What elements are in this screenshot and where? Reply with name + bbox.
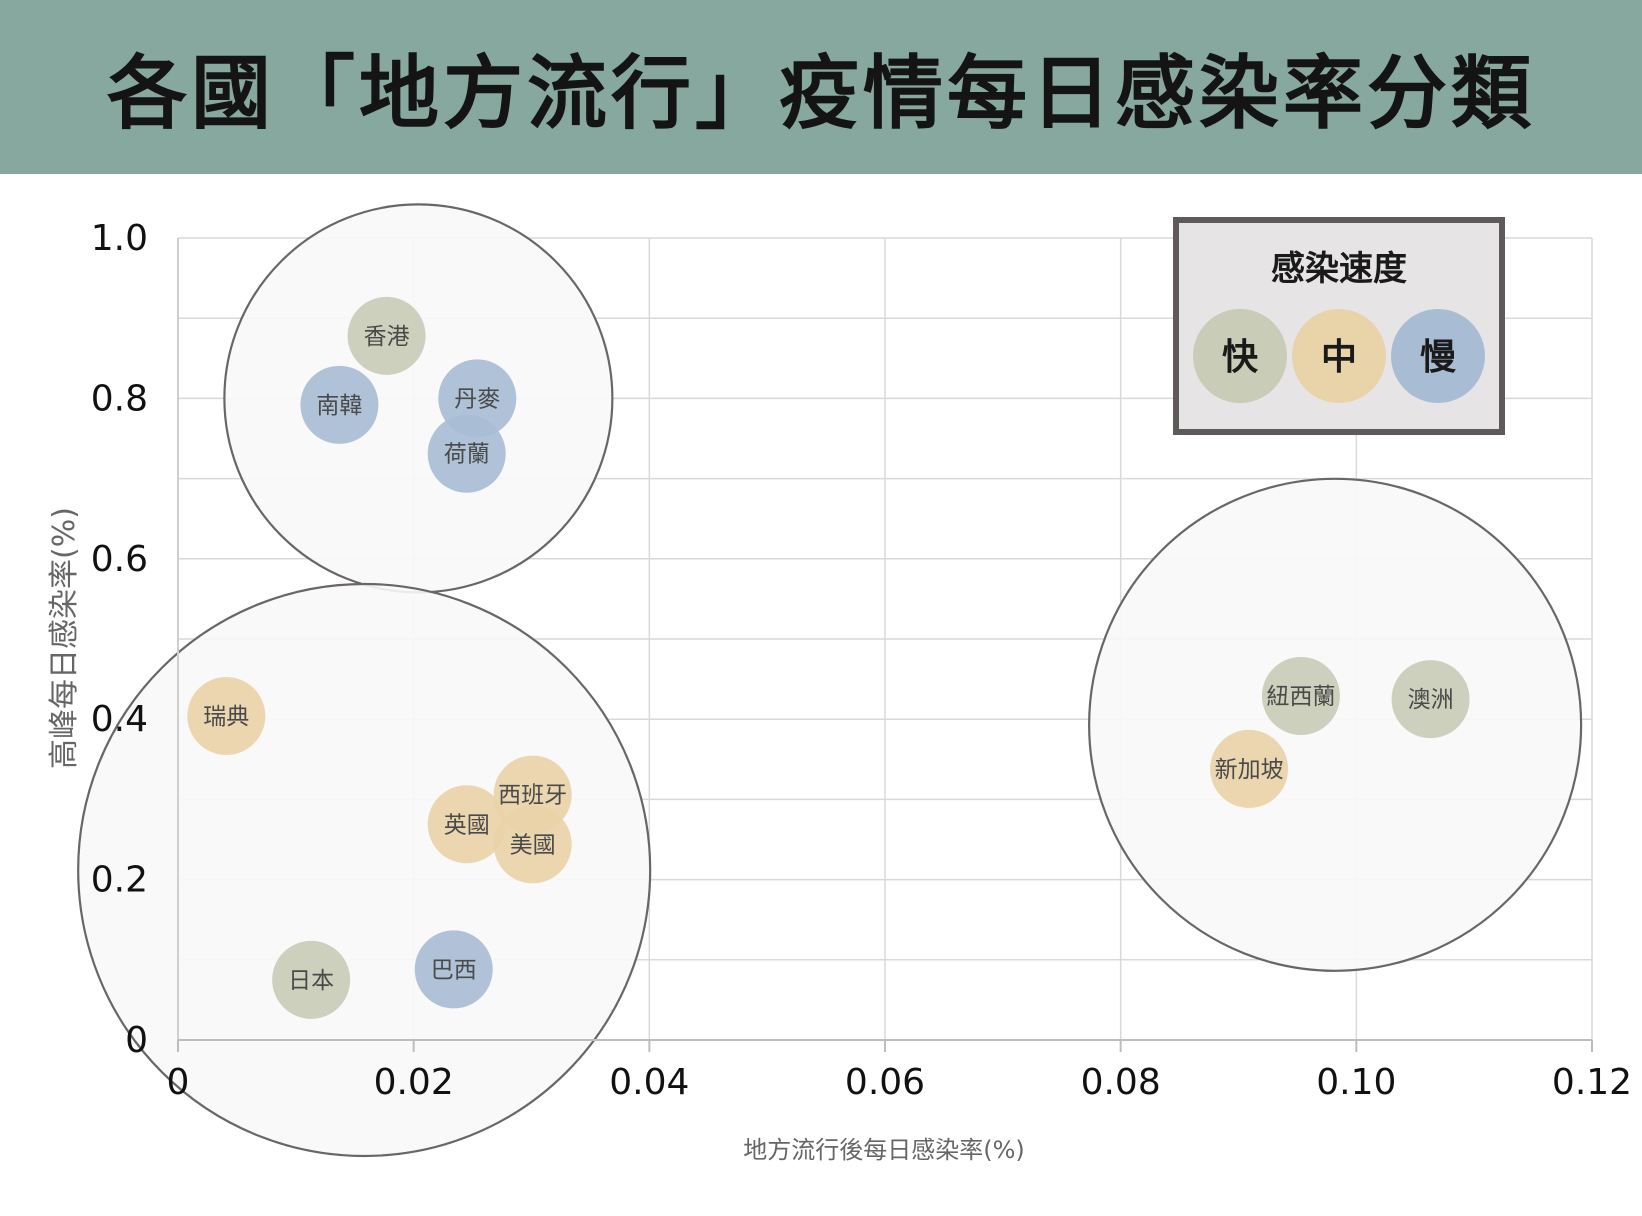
- legend-swatch: [1292, 309, 1386, 403]
- y-tick-label: 0.6: [91, 539, 148, 580]
- legend-title: 感染速度: [1271, 249, 1407, 289]
- title-banner: 各國「地方流行」疫情每日感染率分類: [0, 0, 1642, 174]
- point-label: 瑞典: [203, 704, 249, 730]
- group-circle: [1088, 477, 1583, 972]
- point-label: 荷蘭: [444, 442, 490, 468]
- point-label: 香港: [364, 324, 410, 350]
- point-label: 西班牙: [498, 783, 567, 809]
- point-marker: [187, 676, 266, 755]
- y-tick-label: 0.4: [91, 699, 148, 740]
- data-point: 香港: [347, 296, 426, 375]
- point-marker: [300, 365, 379, 444]
- x-tick-label: 0.02: [374, 1062, 454, 1103]
- point-label: 日本: [288, 968, 334, 994]
- data-point: 荷蘭: [427, 414, 506, 493]
- legend-swatch: [1193, 309, 1287, 403]
- data-point: 新加坡: [1210, 729, 1289, 808]
- point-label: 紐西蘭: [1266, 684, 1335, 710]
- point-label: 丹麥: [454, 386, 500, 412]
- point-marker: [347, 296, 426, 375]
- x-tick-label: 0: [167, 1062, 190, 1103]
- point-marker: [1261, 656, 1340, 735]
- y-tick-label: 0: [125, 1020, 148, 1061]
- legend-label: 慢: [1420, 337, 1456, 378]
- point-label: 新加坡: [1215, 757, 1284, 783]
- point-label: 美國: [510, 832, 556, 858]
- point-label: 南韓: [316, 393, 362, 419]
- data-point: 巴西: [414, 930, 493, 1009]
- y-tick-label: 0.2: [91, 860, 148, 901]
- x-tick-label: 0.06: [845, 1062, 925, 1103]
- point-label: 巴西: [431, 957, 477, 983]
- data-point: 美國: [493, 805, 572, 884]
- group-circle: [77, 582, 652, 1158]
- data-point: 英國: [427, 785, 506, 864]
- legend-label: 快: [1222, 337, 1259, 378]
- data-point: 紐西蘭: [1261, 656, 1340, 735]
- point-marker: [1391, 660, 1470, 739]
- data-point: 南韓: [300, 365, 379, 444]
- x-tick-label: 0.12: [1552, 1062, 1632, 1103]
- legend-swatch: [1391, 309, 1485, 403]
- data-point: 瑞典: [187, 676, 266, 755]
- point-marker: [1210, 729, 1289, 808]
- x-tick-label: 0.10: [1316, 1062, 1396, 1103]
- point-marker: [427, 785, 506, 864]
- point-marker: [493, 805, 572, 884]
- point-label: 英國: [444, 812, 490, 838]
- x-axis-title: 地方流行後每日感染率(%): [743, 1136, 1025, 1164]
- x-tick-label: 0.08: [1081, 1062, 1161, 1103]
- axes: 0 0.02 0.04 0.06 0.08 0.10 0.12 0 0.2 0.4 0.6 0.8 1.…: [91, 218, 1632, 1103]
- y-axis-title: 高峰每日感染率(%): [47, 507, 82, 769]
- group-circle: [223, 203, 614, 594]
- point-marker: [272, 940, 351, 1019]
- y-tick-label: 1.0: [91, 218, 148, 259]
- point-marker: [427, 414, 506, 493]
- point-marker: [414, 930, 493, 1009]
- legend-label: 中: [1321, 337, 1357, 378]
- y-tick-label: 0.8: [91, 378, 148, 419]
- page-title: 各國「地方流行」疫情每日感染率分類: [107, 47, 1535, 140]
- data-point: 日本: [272, 940, 351, 1019]
- data-point: 澳洲: [1391, 660, 1470, 739]
- point-label: 澳洲: [1408, 687, 1454, 713]
- x-tick-label: 0.04: [609, 1062, 689, 1103]
